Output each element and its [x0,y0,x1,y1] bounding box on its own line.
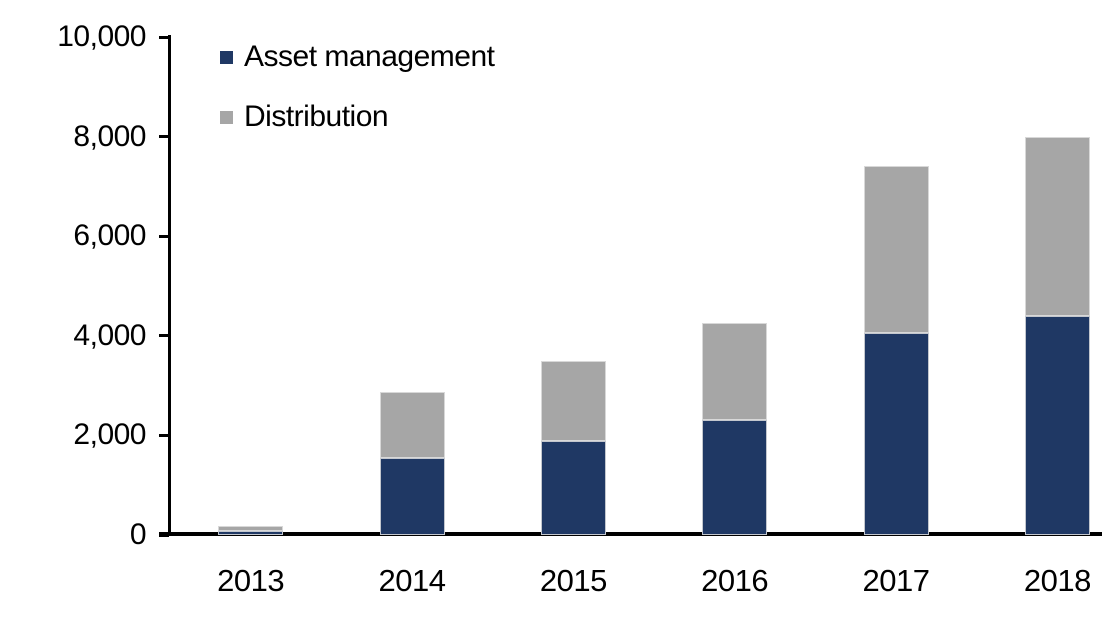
y-tick-label: 2,000 [73,418,146,452]
x-tick-label-2015: 2015 [539,563,607,598]
bar-segment-distribution-2014 [379,392,445,459]
bar-segment-distribution-2015 [540,360,606,441]
y-tick-mark [159,533,169,537]
bar-segment-asset-management-2015 [540,440,606,535]
x-tick-label-2016: 2016 [701,563,769,598]
y-tick-label: 8,000 [73,119,146,153]
y-tick-mark [159,433,169,437]
bar-segment-asset-management-2014 [379,458,445,535]
legend-item-asset-management: Asset management [220,38,495,76]
bar-segment-asset-management-2016 [702,420,768,535]
bar-segment-distribution-2016 [702,323,768,421]
stacked-bar-chart: 0 2,000 4,000 6,000 8,000 10,000 2013 2014 2015… [40,16,1102,610]
y-tick-mark [159,35,169,39]
x-tick-label-2014: 2014 [378,563,446,598]
y-tick-label: 10,000 [57,20,146,53]
bar-segment-asset-management-2017 [863,333,929,535]
x-tick-label-2013: 2013 [217,563,285,598]
x-tick-label-2018: 2018 [1023,563,1091,598]
bar-segment-distribution-2013 [218,526,284,531]
x-axis-line [159,532,1102,536]
bar-segment-asset-management-2018 [1024,315,1090,535]
bar-segment-distribution-2018 [1024,136,1090,316]
bar-segment-distribution-2017 [863,166,929,334]
legend: Asset management Distribution [220,38,495,158]
x-tick-label-2017: 2017 [862,563,930,598]
legend-swatch-distribution [220,110,233,124]
y-tick-label: 0 [129,518,147,551]
y-tick-label: 4,000 [73,318,146,352]
y-tick-mark [159,334,169,338]
legend-label-asset-management: Asset management [244,40,495,73]
y-tick-mark [159,234,169,238]
legend-label-distribution: Distribution [244,100,389,133]
y-tick-label: 6,000 [73,219,146,253]
legend-swatch-asset-management [220,50,233,64]
y-tick-mark [159,135,169,139]
bar-segment-asset-management-2013 [218,531,284,535]
y-axis-line [168,35,171,535]
legend-item-distribution: Distribution [220,98,494,136]
